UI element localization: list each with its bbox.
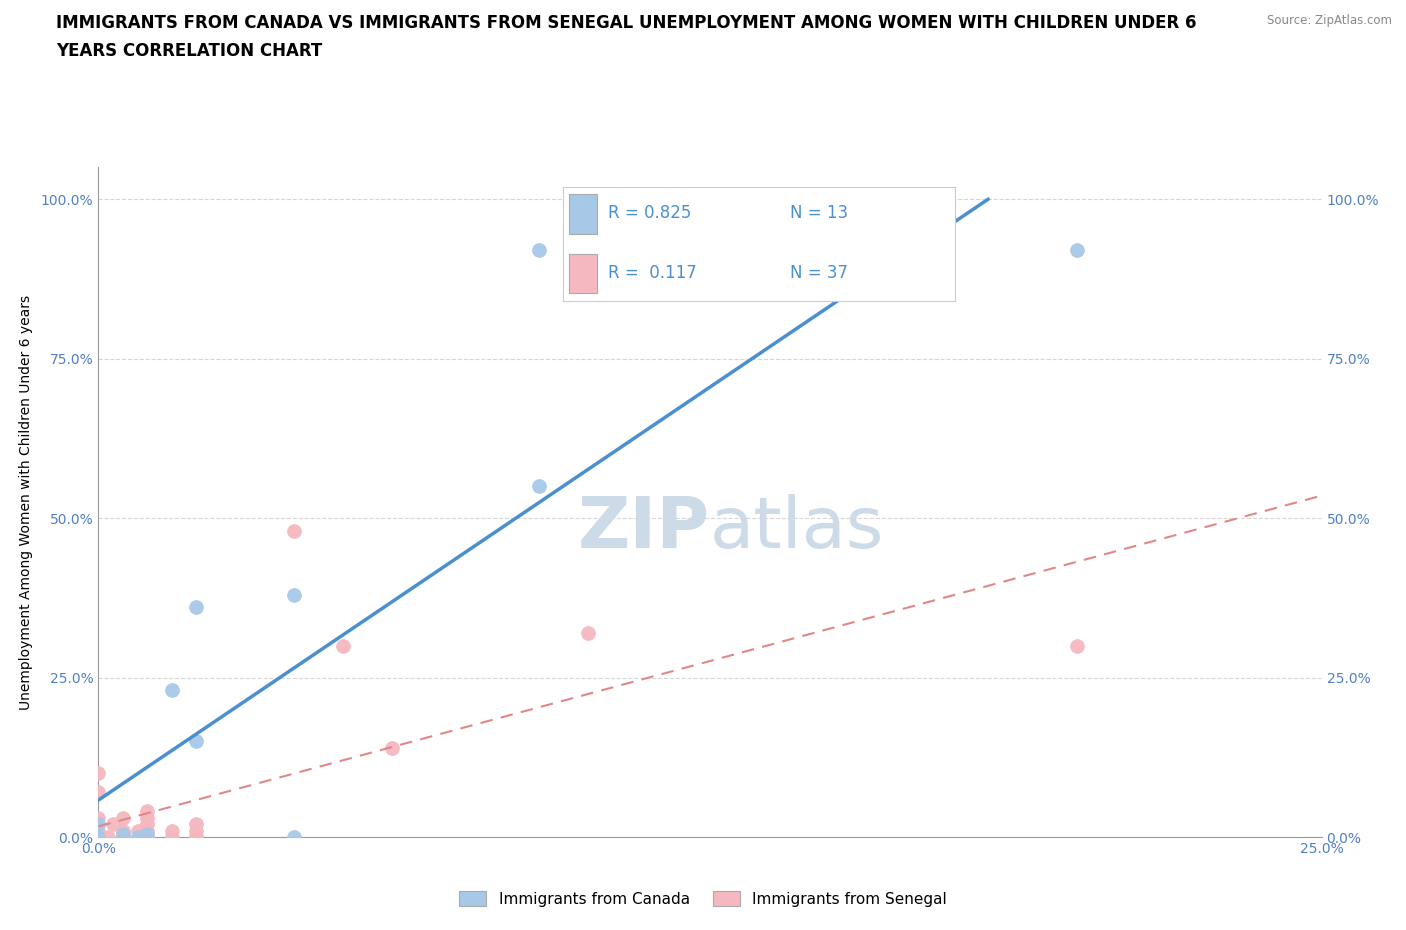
Point xyxy=(283,524,305,538)
Point xyxy=(381,740,404,755)
Point xyxy=(136,823,159,838)
Point xyxy=(186,830,208,844)
Point xyxy=(87,817,110,831)
Point xyxy=(186,830,208,844)
Point xyxy=(87,827,110,842)
Point xyxy=(186,734,208,749)
Point xyxy=(332,638,354,653)
Point xyxy=(127,830,149,844)
Point xyxy=(87,785,110,800)
Point xyxy=(87,830,110,844)
Text: ZIP: ZIP xyxy=(578,495,710,564)
Text: IMMIGRANTS FROM CANADA VS IMMIGRANTS FROM SENEGAL UNEMPLOYMENT AMONG WOMEN WITH : IMMIGRANTS FROM CANADA VS IMMIGRANTS FRO… xyxy=(56,14,1197,32)
Point xyxy=(87,830,110,844)
Point xyxy=(136,804,159,819)
Point xyxy=(283,587,305,602)
Point xyxy=(527,243,550,258)
Point xyxy=(87,830,110,844)
Point xyxy=(576,626,599,641)
Point xyxy=(1066,243,1088,258)
Point xyxy=(160,683,183,698)
Point xyxy=(186,823,208,838)
Point xyxy=(111,830,134,844)
Point xyxy=(527,479,550,494)
Point xyxy=(160,830,183,844)
Point xyxy=(136,830,159,844)
Y-axis label: Unemployment Among Women with Children Under 6 years: Unemployment Among Women with Children U… xyxy=(18,295,32,710)
Point xyxy=(87,830,110,844)
Text: atlas: atlas xyxy=(710,495,884,564)
Point xyxy=(136,810,159,825)
Point xyxy=(160,823,183,838)
Text: YEARS CORRELATION CHART: YEARS CORRELATION CHART xyxy=(56,42,322,60)
Point xyxy=(111,810,134,825)
Point xyxy=(1066,638,1088,653)
Point xyxy=(87,823,110,838)
Point xyxy=(283,830,305,844)
Point xyxy=(127,823,149,838)
Legend: Immigrants from Canada, Immigrants from Senegal: Immigrants from Canada, Immigrants from … xyxy=(453,885,953,913)
Text: Source: ZipAtlas.com: Source: ZipAtlas.com xyxy=(1267,14,1392,27)
Point xyxy=(87,830,110,844)
Point xyxy=(136,817,159,831)
Point xyxy=(127,830,149,844)
Point xyxy=(136,830,159,844)
Point xyxy=(87,765,110,780)
Point xyxy=(87,810,110,825)
Point xyxy=(111,830,134,844)
Point xyxy=(186,817,208,831)
Point xyxy=(136,827,159,842)
Point xyxy=(97,830,120,844)
Point xyxy=(87,830,110,844)
Point xyxy=(87,830,110,844)
Point xyxy=(111,827,134,842)
Point xyxy=(111,823,134,838)
Point xyxy=(101,817,124,831)
Point xyxy=(186,600,208,615)
Point xyxy=(87,817,110,831)
